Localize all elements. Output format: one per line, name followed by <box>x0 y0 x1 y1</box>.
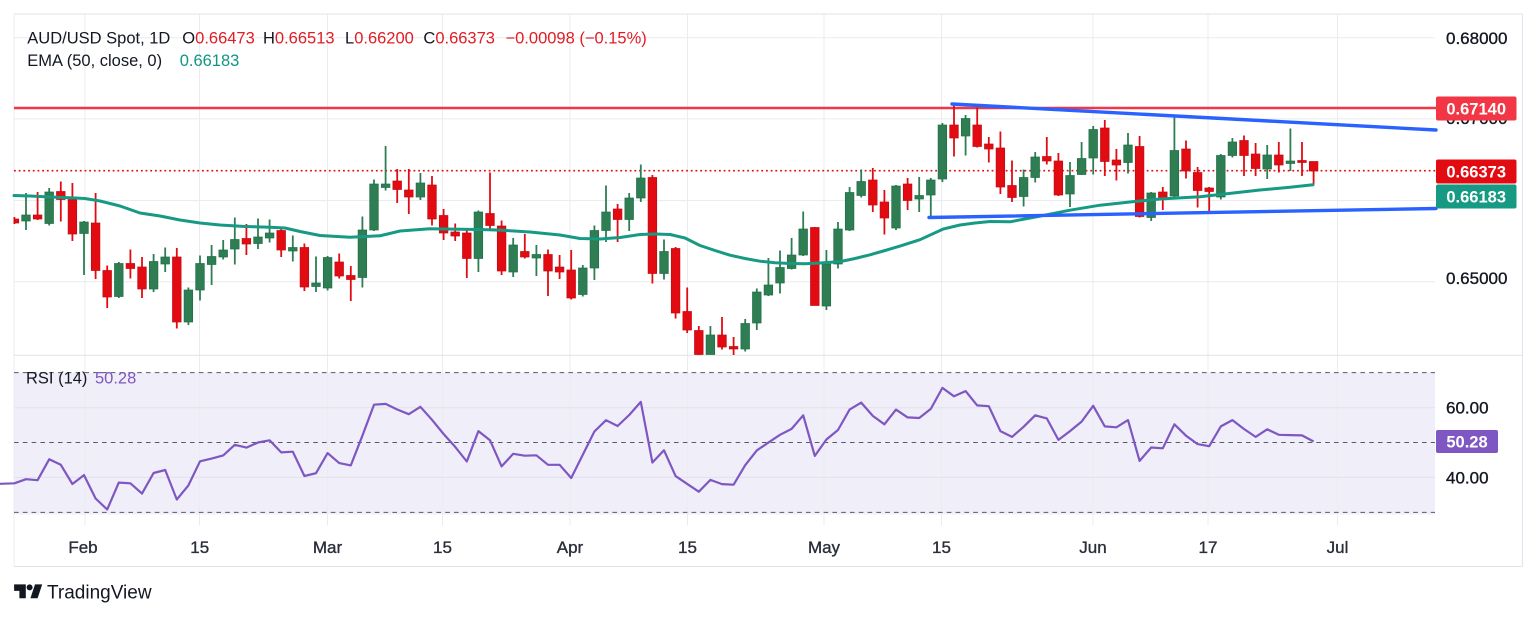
svg-text:0.66373: 0.66373 <box>1446 163 1506 181</box>
svg-text:15: 15 <box>190 538 209 557</box>
svg-text:−0.00098 (−0.15%): −0.00098 (−0.15%) <box>506 30 647 48</box>
svg-text:0.65000: 0.65000 <box>1446 269 1507 288</box>
svg-text:0.67140: 0.67140 <box>1446 100 1506 118</box>
svg-text:L0.66200: L0.66200 <box>345 30 414 48</box>
svg-text:15: 15 <box>433 538 452 557</box>
svg-text:Feb: Feb <box>68 538 97 557</box>
svg-text:C0.66373: C0.66373 <box>423 30 495 48</box>
svg-text:0.68000: 0.68000 <box>1446 29 1507 48</box>
svg-text:60.00: 60.00 <box>1446 399 1489 418</box>
svg-text:May: May <box>808 538 841 557</box>
svg-text:15: 15 <box>932 538 951 557</box>
svg-text:Apr: Apr <box>557 538 584 557</box>
svg-text:0.66183: 0.66183 <box>1446 188 1506 206</box>
svg-text:RSI (14) 50.28: RSI (14) 50.28 <box>26 369 136 387</box>
svg-text:TradingView: TradingView <box>47 583 152 604</box>
svg-text:AUD/USD Spot, 1D: AUD/USD Spot, 1D <box>27 30 170 48</box>
svg-text:EMA (50, close, 0) 0.66183: EMA (50, close, 0) 0.66183 <box>27 52 239 70</box>
svg-text:H0.66513: H0.66513 <box>263 30 335 48</box>
svg-text:Jul: Jul <box>1327 538 1349 557</box>
svg-text:Jun: Jun <box>1079 538 1106 557</box>
svg-text:17: 17 <box>1199 538 1218 557</box>
svg-text:O0.66473: O0.66473 <box>182 30 255 48</box>
svg-text:Mar: Mar <box>313 538 343 557</box>
svg-text:40.00: 40.00 <box>1446 468 1489 487</box>
svg-text:15: 15 <box>678 538 697 557</box>
svg-text:50.28: 50.28 <box>1446 433 1487 451</box>
